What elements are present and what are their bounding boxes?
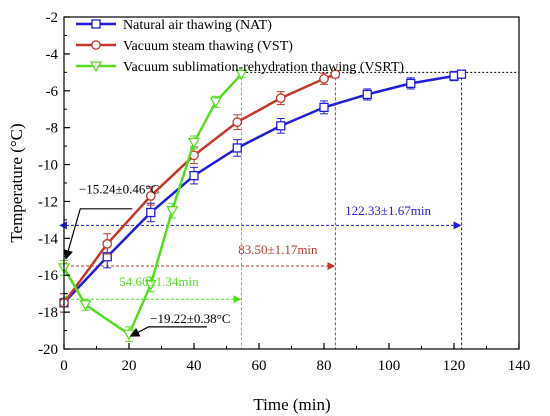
x-tick-label: 120	[443, 358, 466, 374]
vst-point	[102, 239, 113, 249]
nat-point	[189, 170, 199, 181]
plot-area: −15.24±0.46°C −19.22±0.38°C 54.60±1.34min 8…	[57, 69, 519, 349]
legend-marker	[91, 40, 101, 50]
x-tick-label: 60	[252, 358, 267, 374]
nat-point	[406, 78, 416, 89]
y-tick-label: -4	[46, 47, 59, 63]
nat-point	[456, 69, 467, 79]
y-tick-label: -18	[38, 305, 58, 321]
vsrt-point	[144, 279, 157, 291]
legend-label: Natural air thawing (NAT)	[123, 18, 272, 33]
y-tick-label: -20	[38, 342, 58, 358]
nat-point	[319, 102, 329, 113]
y-tick-label: -14	[38, 231, 58, 247]
vsrt-point	[79, 300, 92, 312]
y-tick-label: -12	[38, 194, 58, 210]
y-tick-label: -2	[46, 10, 59, 26]
callout-arrow-initial	[63, 208, 133, 260]
y-tick-label: -6	[46, 84, 59, 100]
legend-marker	[91, 19, 101, 29]
vst-line	[62, 73, 336, 304]
x-tick-label: 0	[60, 358, 68, 374]
vsrt-point	[235, 69, 248, 81]
legend-marker	[89, 61, 103, 73]
x-tick-label: 100	[378, 358, 401, 374]
axes: 0 20 40 60 80 100 120 140 -20 -18 -16 -14 -12 -10 -8 -6…	[38, 10, 530, 374]
x-axis-label: Time (min)	[253, 395, 330, 414]
vst-point	[232, 117, 243, 127]
annotation-nat-time: 122.33±1.67min	[345, 203, 431, 218]
legend-label: Vacuum sublimation-rehydration thawing (…	[123, 60, 404, 75]
nat-point	[146, 207, 156, 218]
vst-point	[275, 93, 286, 104]
y-tick-label: -10	[38, 158, 58, 174]
x-tick-label: 80	[317, 358, 332, 374]
callout-arrow-min	[129, 326, 207, 337]
annotation-vst-time: 83.50±1.17min	[238, 242, 318, 257]
vsrt-point	[209, 97, 222, 109]
annotation-initial-temp: −15.24±0.46°C	[79, 181, 159, 196]
annotation-min-temp: −19.22±0.38°C	[150, 311, 230, 326]
vst-point	[145, 191, 156, 201]
nat-point	[449, 71, 459, 81]
legend: Natural air thawing (NAT) Vacuum steam th…	[76, 18, 404, 75]
x-tick-label: 40	[187, 358, 202, 374]
nat-point	[276, 121, 286, 131]
annotation-vsrt-time: 54.60±1.34min	[119, 274, 199, 289]
y-tick-label: -8	[46, 121, 59, 137]
y-axis-label: Temperature (°C)	[7, 123, 26, 242]
vsrt-point	[187, 137, 201, 149]
nat-point	[362, 89, 372, 100]
vst-point	[319, 73, 329, 84]
vsrt-point	[166, 206, 179, 218]
vst-point	[330, 69, 341, 80]
legend-label: Vacuum steam thawing (VST)	[123, 39, 293, 54]
vsrt-line	[62, 73, 243, 337]
y-tick-label: -16	[38, 268, 58, 284]
x-tick-label: 20	[122, 358, 137, 374]
nat-point	[232, 143, 242, 153]
x-tick-label: 140	[508, 358, 531, 374]
